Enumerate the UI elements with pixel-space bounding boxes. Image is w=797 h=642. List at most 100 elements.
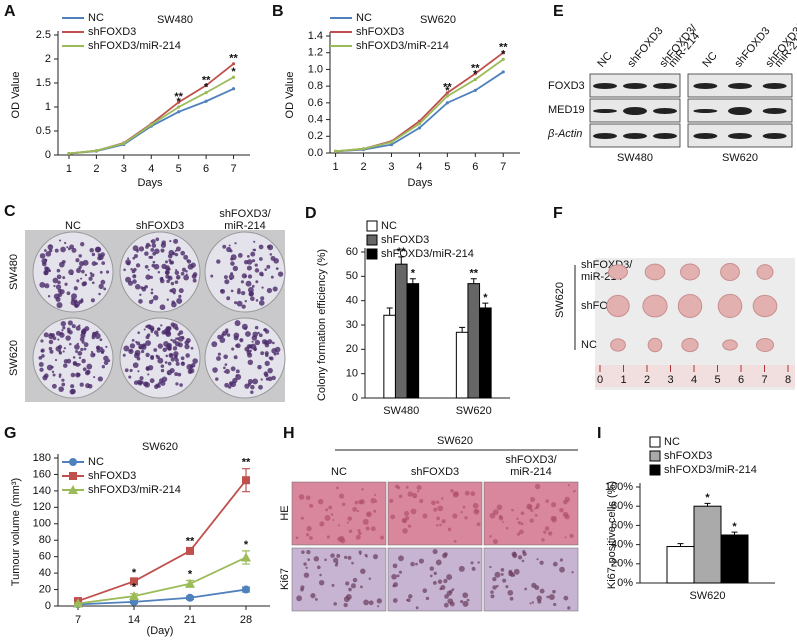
colony (166, 267, 170, 271)
legend-label: shFOXD3/miR-214 (88, 40, 181, 52)
colony (184, 344, 190, 350)
x-tick-label: 5 (176, 163, 182, 175)
ruler-label: 3 (667, 374, 673, 386)
point (73, 598, 83, 608)
colony (81, 358, 86, 364)
cell (435, 559, 442, 566)
colony (57, 280, 61, 285)
y-tick-label: 40 (346, 295, 358, 307)
colony (163, 341, 169, 347)
significance: * (705, 492, 710, 504)
colony (145, 366, 150, 370)
colony (40, 349, 44, 353)
colony (166, 298, 169, 301)
colony (153, 263, 160, 270)
cell (372, 554, 379, 560)
y-tick-label: 0.2 (308, 130, 323, 142)
cell (351, 561, 354, 565)
cell (490, 594, 495, 599)
colony (232, 377, 238, 384)
cell (305, 495, 311, 501)
colony (160, 380, 166, 386)
colony (270, 275, 274, 279)
tumour (610, 338, 626, 352)
colony (97, 376, 103, 382)
colony (69, 389, 76, 395)
cell (450, 489, 454, 493)
x-tick-label: 6 (203, 163, 209, 175)
point (177, 100, 181, 104)
colony (168, 276, 171, 279)
cell (513, 568, 520, 575)
column-label: miR-214 (510, 466, 552, 478)
colony (105, 345, 108, 348)
cell (553, 602, 557, 607)
colony (219, 337, 226, 343)
cell (306, 549, 311, 555)
colony (90, 273, 95, 278)
group-label: SW620 (554, 282, 566, 318)
colony (175, 326, 179, 331)
x-tick-label: 7 (75, 614, 81, 626)
error-bar (459, 326, 466, 333)
colony (135, 340, 138, 343)
colony (254, 268, 260, 273)
colony (136, 356, 141, 361)
colony (86, 369, 91, 375)
legend-label: shFOXD3/miR-214 (381, 248, 474, 260)
cell (489, 535, 492, 538)
colony (235, 343, 241, 349)
tumour (647, 337, 663, 353)
colony (166, 279, 170, 284)
colony (101, 261, 106, 265)
colony (91, 334, 95, 338)
band (653, 83, 677, 89)
group-label: SW620 (437, 435, 473, 447)
bar (720, 534, 749, 584)
cell (451, 588, 455, 591)
cell (325, 508, 329, 512)
colony (66, 246, 69, 249)
cell (546, 595, 550, 599)
significance: * (445, 85, 450, 97)
colony (74, 301, 80, 308)
colony (264, 268, 268, 271)
band (728, 83, 752, 89)
error-bar (409, 278, 416, 284)
cell (539, 588, 545, 594)
colony (248, 291, 254, 297)
point (473, 72, 477, 76)
y-axis-label: OD Value (284, 72, 296, 119)
legend-label: NC (664, 436, 680, 448)
ruler-label: 6 (738, 374, 744, 386)
cell (460, 510, 463, 514)
colony (132, 256, 136, 260)
y-tick-label: 100 (33, 518, 51, 530)
colony (192, 272, 198, 277)
y-axis-label: Ki67-positive cells (%) (606, 481, 618, 589)
colony (174, 280, 179, 284)
y-tick-label: 50 (346, 270, 358, 282)
bar (479, 307, 492, 399)
colony (151, 299, 154, 302)
colony (90, 352, 96, 358)
cell (524, 587, 528, 591)
cell (440, 497, 444, 500)
colony (57, 344, 63, 350)
colony (173, 238, 179, 244)
point (177, 105, 181, 109)
cell (406, 598, 411, 603)
cell (398, 494, 403, 499)
point (501, 57, 505, 62)
y-tick-label: 0% (617, 577, 633, 589)
colony (75, 350, 78, 353)
cell (358, 550, 362, 554)
cell (361, 488, 364, 491)
colony (267, 244, 274, 251)
cell (324, 515, 331, 521)
colony (67, 247, 71, 251)
colony (131, 339, 135, 342)
cell (443, 552, 448, 557)
cell (501, 520, 504, 524)
band (728, 107, 752, 115)
